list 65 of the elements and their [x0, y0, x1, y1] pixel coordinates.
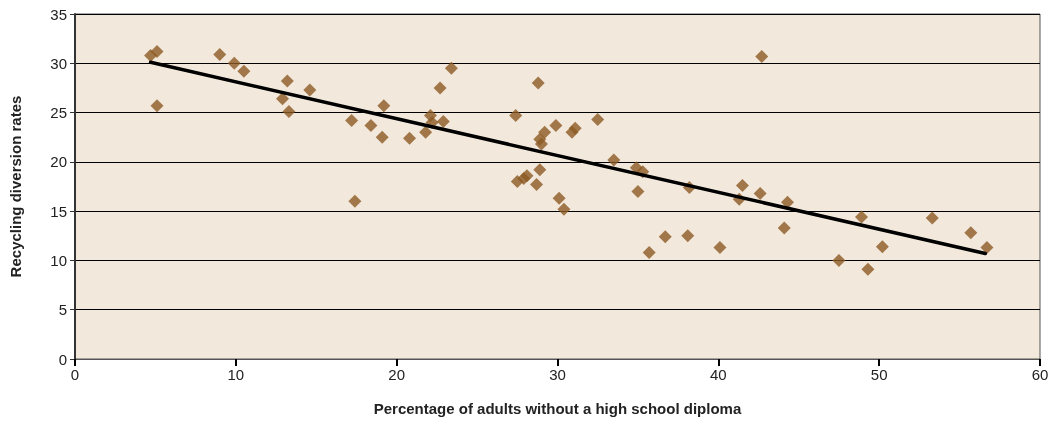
point: [925, 211, 939, 225]
point: [755, 49, 769, 63]
point: [282, 105, 296, 119]
x-tick-label: 60: [1031, 366, 1049, 383]
point: [713, 241, 727, 255]
point: [364, 118, 378, 132]
point: [419, 125, 433, 139]
x-tick-label: 20: [388, 366, 406, 383]
point: [631, 184, 645, 198]
point: [861, 262, 875, 276]
y-tick-label: 35: [50, 5, 67, 23]
point: [345, 113, 359, 127]
y-tick-label: 10: [50, 251, 67, 269]
point: [607, 153, 621, 167]
x-tick-label: 10: [227, 366, 245, 383]
point: [509, 109, 523, 123]
point: [568, 121, 582, 135]
point: [213, 47, 227, 61]
point: [275, 92, 289, 106]
point: [375, 130, 389, 144]
y-tick-label: 20: [50, 153, 67, 171]
point: [348, 194, 362, 208]
point: [538, 125, 552, 139]
point: [433, 81, 447, 95]
point: [280, 74, 294, 88]
point: [377, 99, 391, 113]
point: [642, 246, 656, 260]
point: [980, 241, 994, 255]
point: [444, 61, 458, 75]
x-tick-label: 50: [870, 366, 888, 383]
point: [533, 163, 547, 177]
x-tick-label: 40: [709, 366, 727, 383]
point: [150, 44, 164, 58]
x-tick-label: 30: [549, 366, 566, 383]
point: [227, 56, 241, 70]
point: [534, 137, 548, 151]
x-tick-label: 0: [70, 366, 80, 383]
y-tick-label: 5: [58, 301, 67, 319]
point: [436, 114, 450, 128]
y-axis-title: Recycling diversion rates: [7, 95, 24, 278]
point: [303, 83, 317, 97]
point: [658, 230, 672, 244]
point: [403, 131, 417, 145]
y-tick-label: 30: [50, 54, 67, 72]
point: [780, 195, 794, 209]
point: [557, 202, 571, 216]
point: [875, 240, 889, 254]
point: [549, 118, 563, 132]
point: [735, 179, 749, 193]
point: [530, 178, 544, 192]
y-tick-label: 25: [50, 104, 67, 122]
point: [964, 226, 978, 240]
point: [552, 191, 566, 205]
point: [681, 229, 695, 243]
point: [531, 76, 545, 90]
point: [591, 112, 605, 126]
point: [777, 221, 791, 235]
point: [832, 253, 846, 267]
point: [854, 210, 868, 224]
point: [150, 99, 164, 113]
x-axis-title: Percentage of adults without a high school diploma: [373, 400, 742, 417]
y-tick-label: 15: [50, 202, 67, 220]
y-tick-label: 0: [58, 350, 67, 368]
point: [753, 186, 767, 200]
point: [237, 64, 251, 78]
